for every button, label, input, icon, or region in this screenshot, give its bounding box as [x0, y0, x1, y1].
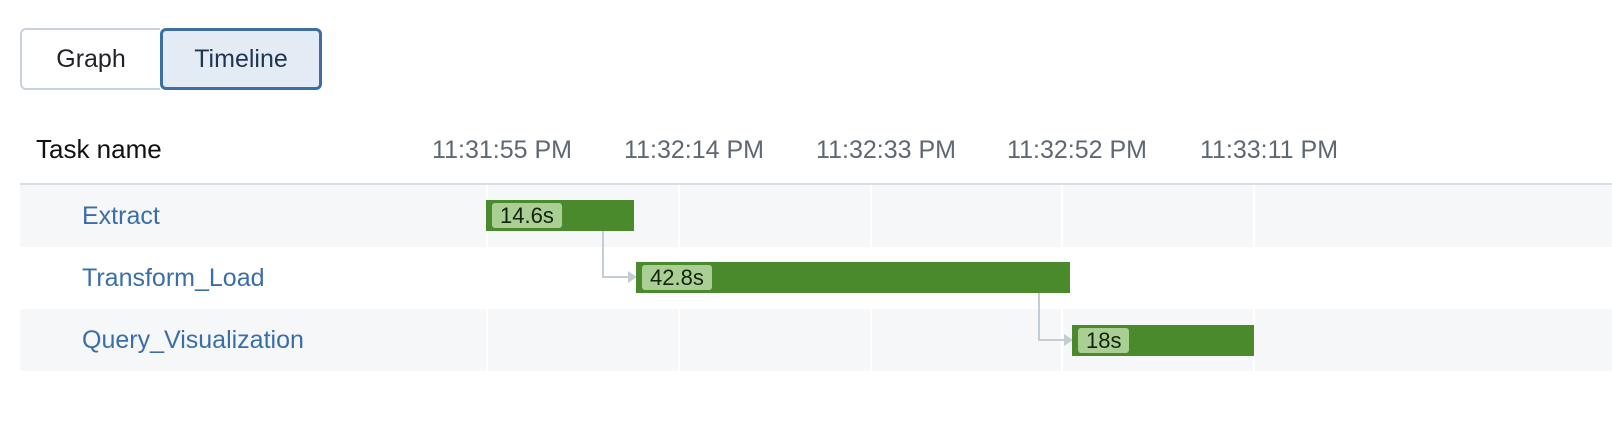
header-divider — [20, 183, 1612, 185]
task-link-extract[interactable]: Extract — [82, 201, 160, 230]
task-name-header: Task name — [36, 134, 162, 164]
view-tabs: Graph Timeline — [20, 28, 322, 90]
task-row: Query_Visualization — [20, 309, 1612, 371]
time-tick: 11:32:14 PM — [624, 136, 764, 164]
duration-label: 14.6s — [492, 203, 562, 228]
time-tick: 11:32:52 PM — [1007, 136, 1147, 164]
task-bar-query-visualization[interactable]: 18s — [1072, 325, 1254, 356]
task-bar-extract[interactable]: 14.6s — [486, 200, 634, 231]
time-tick: 11:31:55 PM — [432, 136, 572, 164]
tab-timeline[interactable]: Timeline — [160, 28, 322, 90]
time-gridline — [1253, 185, 1255, 371]
duration-label: 18s — [1078, 328, 1130, 353]
time-tick: 11:32:33 PM — [816, 136, 956, 164]
tab-graph[interactable]: Graph — [20, 28, 160, 90]
task-link-transform-load[interactable]: Transform_Load — [82, 263, 265, 292]
duration-label: 42.8s — [642, 265, 712, 290]
task-link-query-visualization[interactable]: Query_Visualization — [82, 325, 304, 354]
time-gridline — [486, 185, 488, 371]
time-tick: 11:33:11 PM — [1199, 136, 1339, 164]
task-bar-transform-load[interactable]: 42.8s — [636, 262, 1070, 293]
task-row: Transform_Load — [20, 247, 1612, 309]
task-row: Extract — [20, 185, 1612, 247]
